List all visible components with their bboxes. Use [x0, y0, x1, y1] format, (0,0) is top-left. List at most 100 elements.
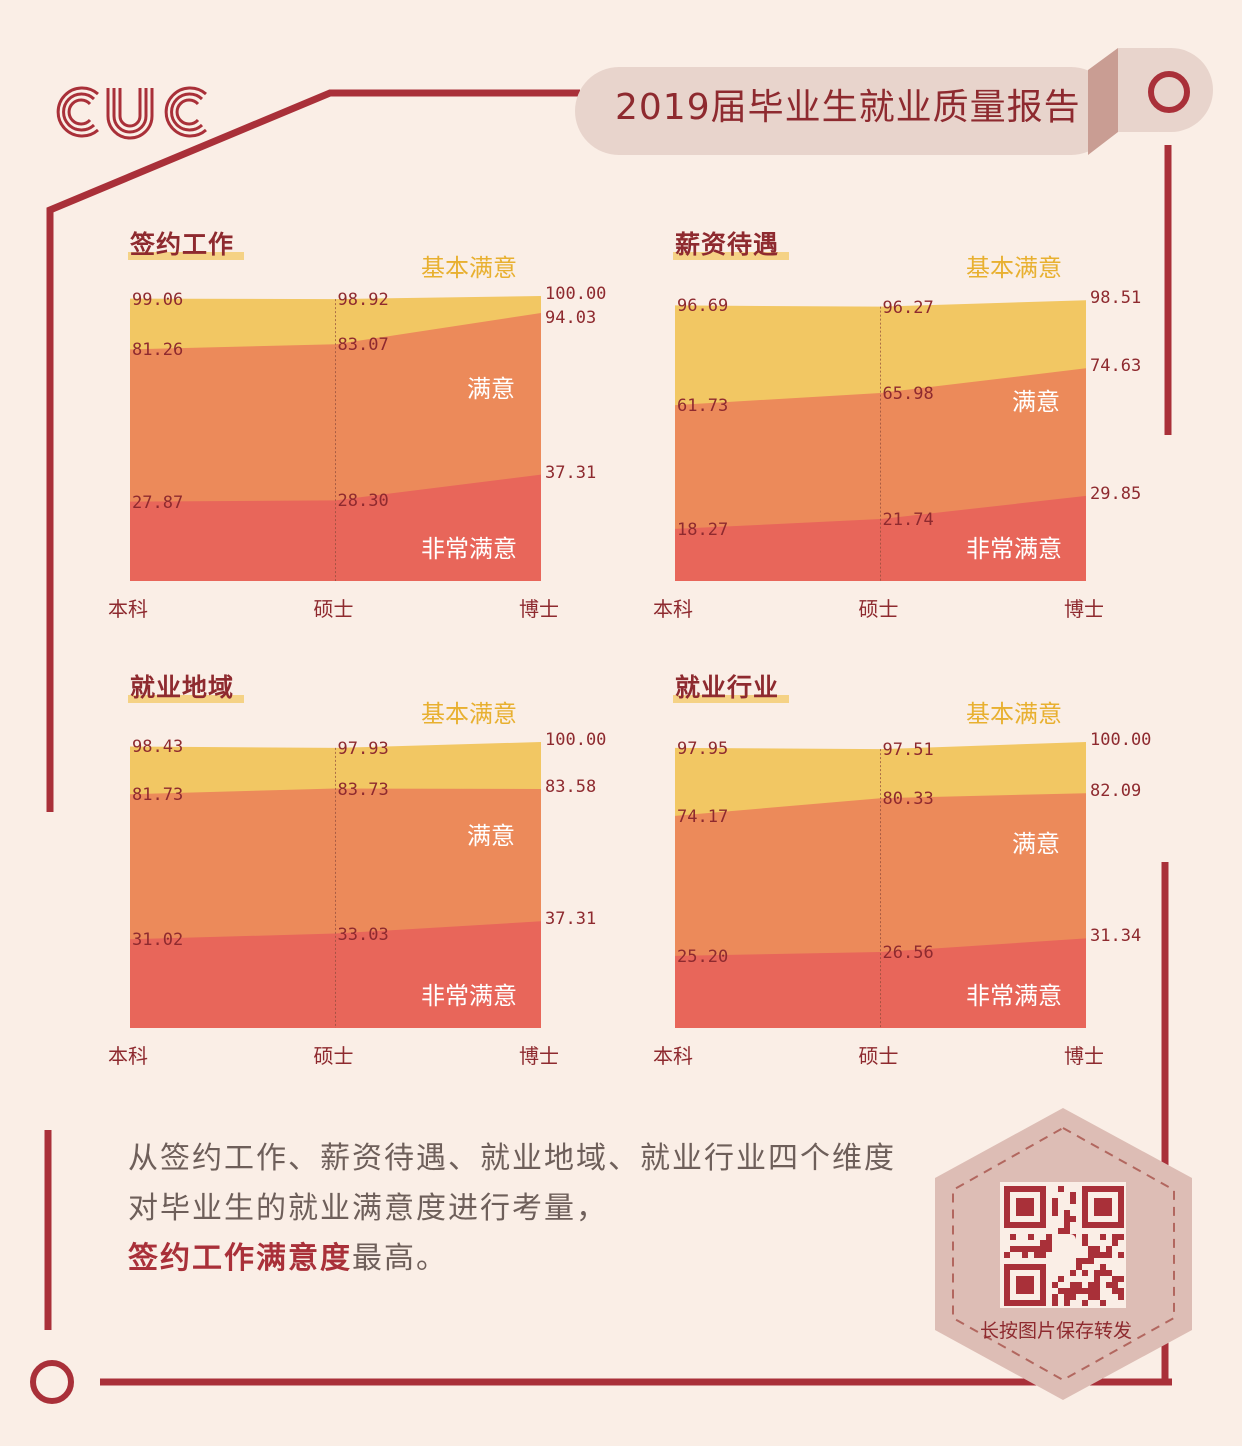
summary-tail: 最高。	[352, 1241, 448, 1276]
x-tick-label: 博士	[1064, 597, 1104, 621]
qr-module	[1094, 1246, 1100, 1252]
data-label: 25.20	[677, 946, 729, 967]
qr-module	[1064, 1222, 1070, 1228]
qr-module	[1112, 1276, 1118, 1282]
qr-module	[1058, 1228, 1064, 1234]
chart-title: 就业地域	[130, 673, 235, 702]
qr-module	[1088, 1252, 1094, 1258]
qr-module	[1028, 1234, 1034, 1240]
qr-module	[1010, 1234, 1016, 1240]
data-label: 83.58	[545, 776, 597, 797]
ring-icon	[30, 1360, 74, 1404]
qr-module	[1088, 1294, 1094, 1300]
x-tick-label: 本科	[108, 1044, 148, 1068]
qr-module	[1094, 1282, 1100, 1288]
data-label: 81.26	[132, 340, 184, 361]
ring-icon	[1148, 71, 1190, 113]
data-label: 33.03	[337, 924, 389, 945]
x-tick-label: 硕士	[313, 597, 354, 621]
qr-module	[1040, 1246, 1046, 1252]
data-label: 81.73	[132, 785, 184, 806]
qr-module	[1052, 1198, 1058, 1204]
data-label: 83.73	[337, 779, 389, 800]
summary-text: 从签约工作、薪资待遇、就业地域、就业行业四个维度 对毕业生的就业满意度进行考量，…	[128, 1134, 928, 1284]
qr-module	[1094, 1294, 1100, 1300]
data-label: 98.92	[337, 290, 389, 311]
qr-module	[1058, 1288, 1064, 1294]
qr-module	[1100, 1300, 1106, 1306]
data-label: 21.74	[882, 510, 934, 531]
qr-module	[1010, 1246, 1016, 1252]
data-label: 61.73	[677, 396, 729, 417]
qr-module	[1100, 1252, 1106, 1258]
data-label: 31.02	[132, 930, 184, 951]
qr-module	[1082, 1270, 1088, 1276]
qr-module	[1076, 1258, 1082, 1264]
qr-module	[1028, 1246, 1034, 1252]
band-label-very-satisfied: 非常满意	[966, 982, 1062, 1010]
band-label-basically-satisfied: 基本满意	[421, 254, 517, 282]
band-label-satisfied: 满意	[1012, 830, 1060, 859]
qr-module	[1070, 1288, 1076, 1294]
band-label-satisfied: 满意	[1012, 388, 1060, 417]
band-label-basically-satisfied: 基本满意	[421, 700, 517, 728]
qr-module	[1052, 1294, 1058, 1300]
qr-finder	[1094, 1198, 1112, 1216]
qr-module	[1094, 1276, 1100, 1282]
x-tick-label: 博士	[519, 597, 559, 621]
qr-module	[1094, 1288, 1100, 1294]
qr-module	[1058, 1186, 1064, 1192]
data-label: 98.51	[1090, 288, 1142, 309]
qr-module	[1082, 1258, 1088, 1264]
band-label-very-satisfied: 非常满意	[421, 982, 517, 1010]
band-label-basically-satisfied: 基本满意	[966, 254, 1062, 282]
qr-module	[1106, 1252, 1112, 1258]
chart-title: 就业行业	[675, 673, 780, 702]
data-label: 37.31	[545, 462, 597, 483]
band-label-satisfied: 满意	[467, 821, 515, 850]
data-label: 94.03	[545, 308, 597, 328]
qr-module	[1088, 1288, 1094, 1294]
qr-module	[1070, 1216, 1076, 1222]
x-tick-label: 硕士	[858, 1044, 899, 1068]
qr-module	[1076, 1282, 1082, 1288]
qr-module	[1022, 1252, 1028, 1258]
qr-module	[1070, 1294, 1076, 1300]
chart-title-highlight	[673, 695, 789, 703]
summary-line-3: 签约工作满意度最高。	[128, 1234, 928, 1284]
band-label-basically-satisfied: 基本满意	[966, 700, 1062, 728]
x-tick-label: 硕士	[313, 1044, 354, 1068]
data-label: 100.00	[545, 730, 607, 750]
qr-module	[1118, 1234, 1124, 1240]
data-label: 96.27	[882, 297, 934, 318]
frame-top-line	[46, 89, 580, 812]
qr-module	[1052, 1210, 1058, 1216]
data-label: 96.69	[677, 296, 729, 317]
qr-module	[1034, 1246, 1040, 1252]
qr-code-icon	[1004, 1186, 1124, 1306]
qr-module	[1046, 1234, 1052, 1240]
summary-line-2: 对毕业生的就业满意度进行考量，	[128, 1191, 608, 1226]
band-label-satisfied: 满意	[467, 375, 515, 404]
chart-title: 薪资待遇	[675, 230, 780, 259]
data-label: 65.98	[882, 383, 934, 404]
qr-module	[1100, 1234, 1106, 1240]
qr-module	[1094, 1270, 1100, 1276]
data-label: 28.30	[337, 491, 389, 512]
cuc-logo	[56, 86, 207, 140]
data-label: 97.93	[337, 738, 389, 759]
data-label: 80.33	[882, 789, 934, 810]
summary-line-1: 从签约工作、薪资待遇、就业地域、就业行业四个维度	[128, 1141, 896, 1176]
chart-title-highlight	[128, 695, 244, 703]
summary-highlight: 签约工作满意度	[128, 1241, 352, 1276]
qr-module	[1040, 1252, 1046, 1258]
qr-module	[1064, 1228, 1070, 1234]
data-label: 83.07	[337, 335, 389, 356]
qr-module	[1064, 1210, 1070, 1216]
qr-module	[1100, 1270, 1106, 1276]
qr-module	[1064, 1288, 1070, 1294]
x-tick-label: 博士	[1064, 1044, 1104, 1068]
data-label: 99.06	[132, 289, 184, 310]
qr-module	[1100, 1264, 1106, 1270]
qr-module	[1076, 1288, 1082, 1294]
